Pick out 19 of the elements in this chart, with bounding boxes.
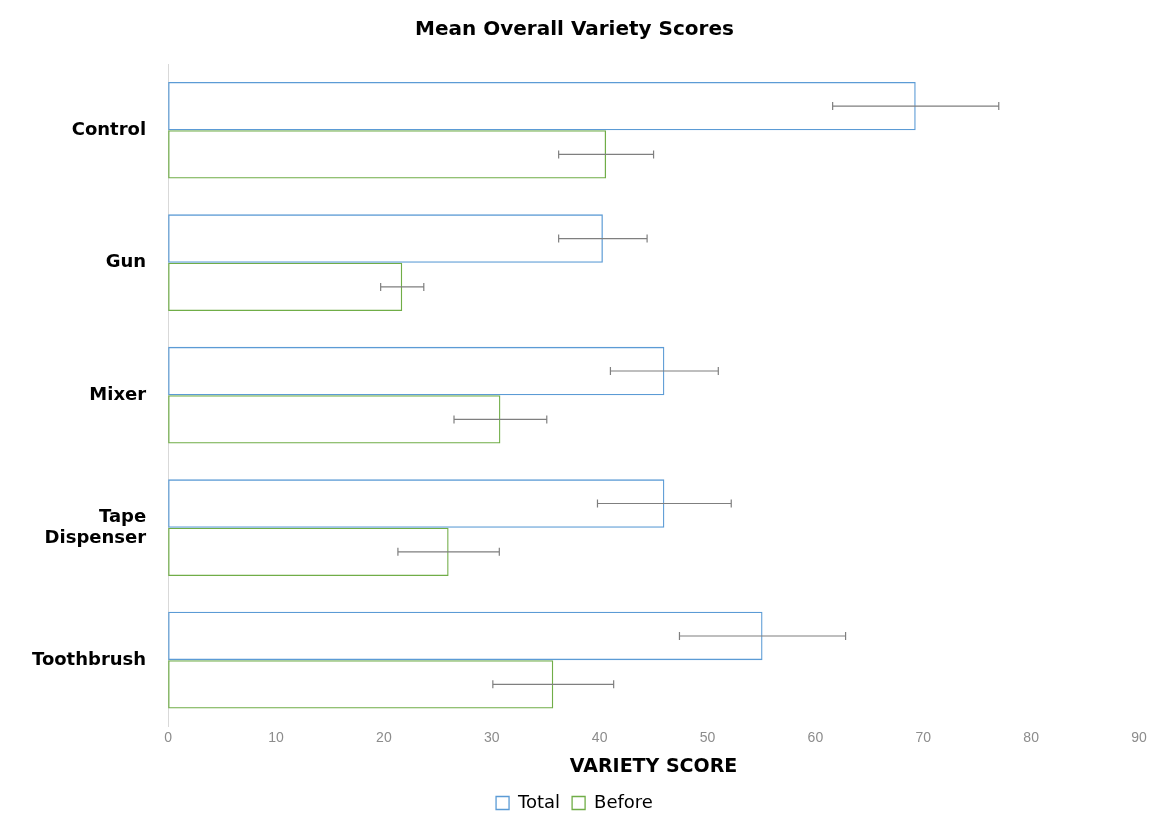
x-tick-label: 40 bbox=[591, 728, 608, 745]
x-tick-label: 70 bbox=[915, 728, 932, 745]
x-tick-label: 80 bbox=[1023, 728, 1040, 745]
x-axis-title: VARIETY SCORE bbox=[569, 753, 738, 776]
x-tick-label: 0 bbox=[164, 728, 173, 745]
x-tick-label: 10 bbox=[268, 728, 285, 745]
y-tick-label: Control bbox=[71, 117, 147, 139]
x-tick-label: 50 bbox=[699, 728, 716, 745]
x-tick-label: 30 bbox=[483, 728, 500, 745]
legend-label: Before bbox=[594, 790, 653, 812]
y-tick-label: Gun bbox=[105, 250, 147, 272]
y-tick-label: Tape Dispenser bbox=[44, 504, 147, 548]
y-tick-label: Toothbrush bbox=[31, 647, 147, 669]
x-tick-label: 60 bbox=[807, 728, 824, 745]
legend-label: Total bbox=[517, 790, 561, 812]
y-tick-label: Mixer bbox=[89, 382, 147, 404]
x-tick-label: 90 bbox=[1131, 728, 1147, 745]
x-tick-label: 20 bbox=[376, 728, 392, 745]
chart-title: Mean Overall Variety Scores bbox=[415, 16, 734, 41]
